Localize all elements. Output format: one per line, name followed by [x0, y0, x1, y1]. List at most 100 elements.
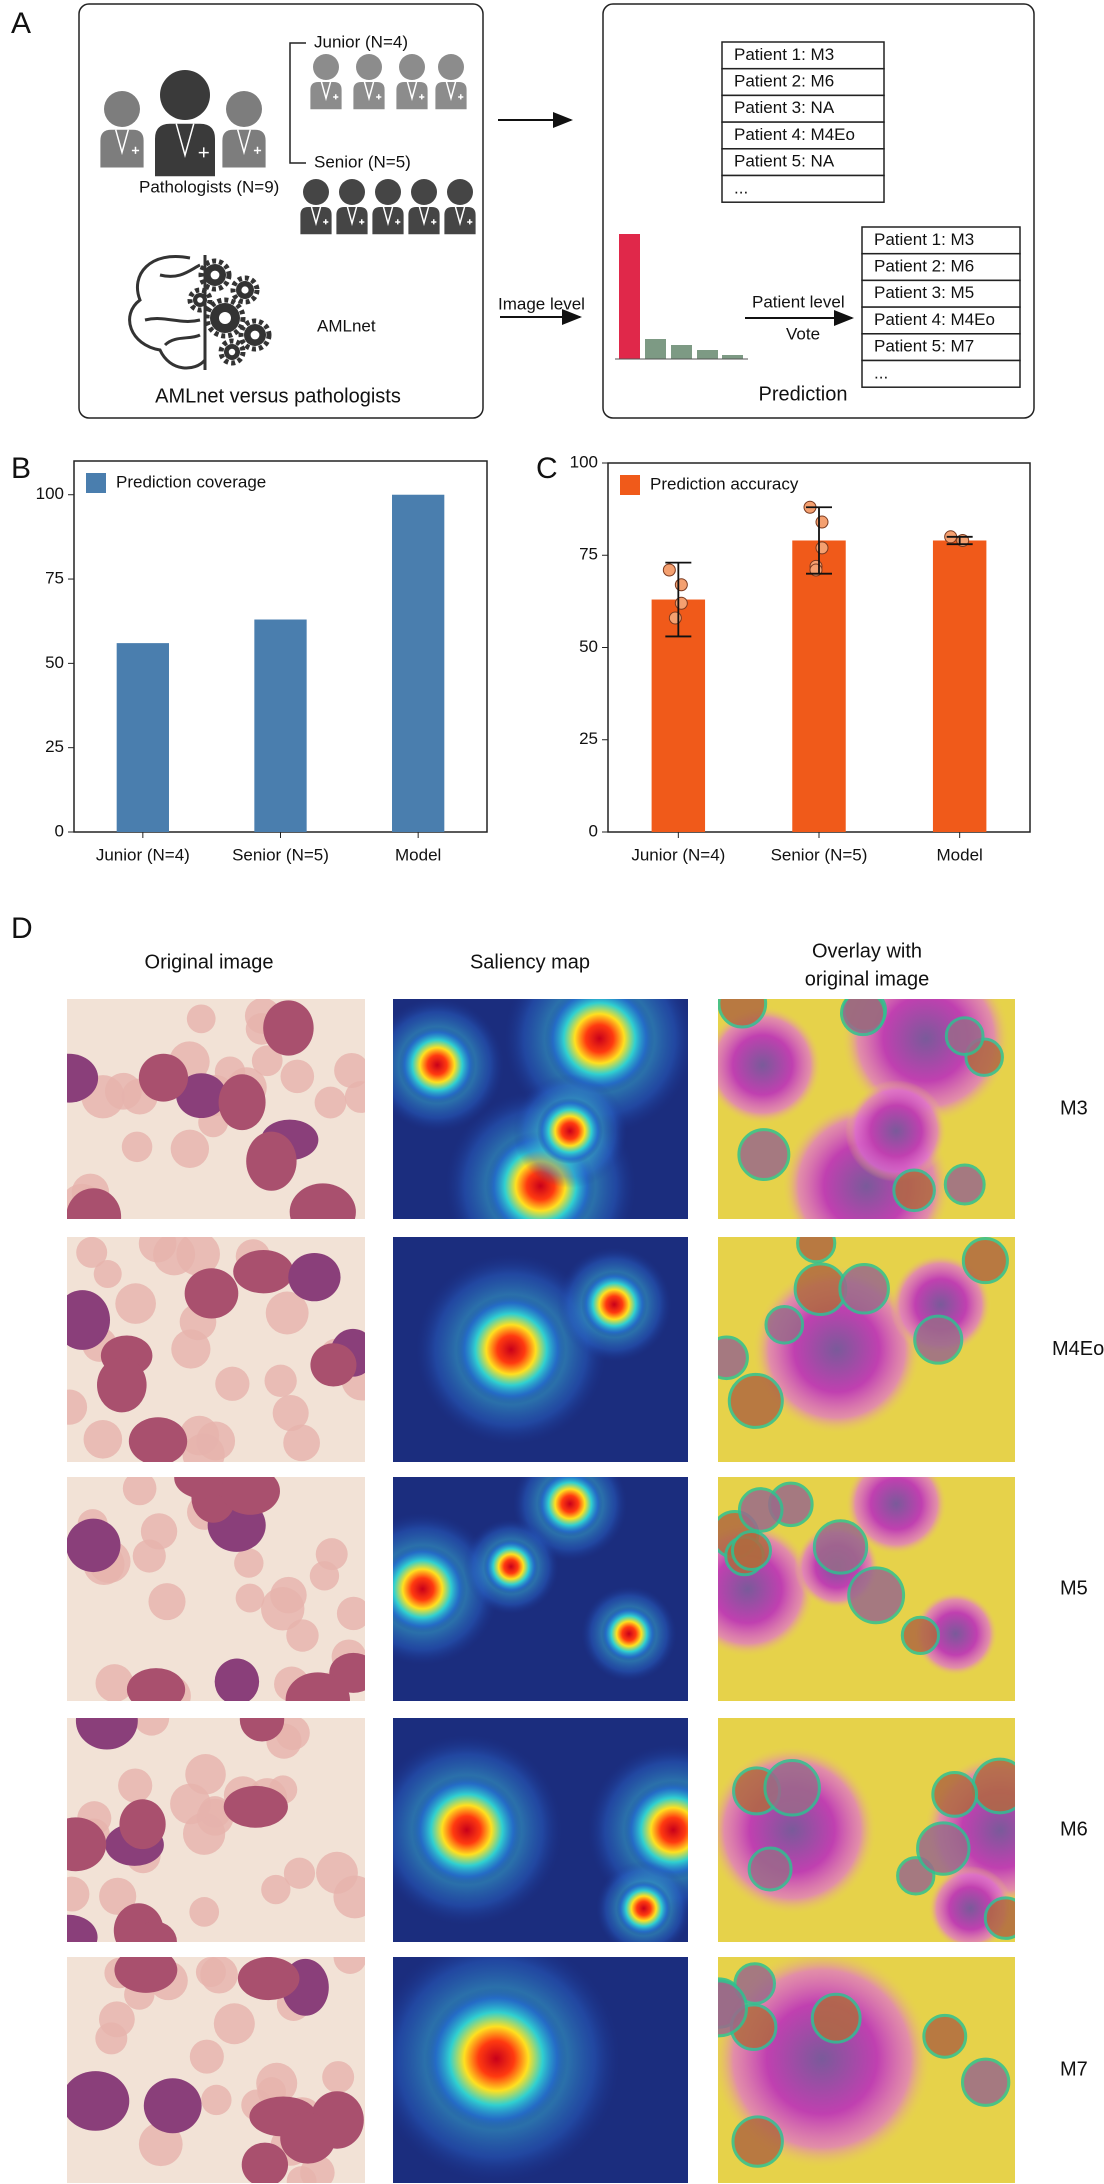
arrow-label: Image level — [498, 294, 585, 313]
hotspot — [483, 1539, 539, 1595]
head — [356, 54, 382, 80]
rbc — [95, 1664, 134, 1701]
micrograph — [718, 1957, 1015, 2183]
cell — [220, 1477, 280, 1515]
panel-box — [602, 3, 1035, 419]
table-text: Patient 1: M3 — [734, 45, 834, 64]
head — [339, 179, 365, 205]
mini-histogram — [615, 234, 748, 360]
rbc — [283, 1424, 320, 1462]
rbc — [344, 1081, 365, 1113]
coat — [114, 129, 130, 156]
rbc — [118, 1768, 153, 1803]
cell-ring — [838, 1262, 890, 1315]
table-text: Patient 1: M3 — [874, 230, 974, 249]
micrograph — [393, 1957, 688, 2183]
group-label: Junior (N=4) — [314, 32, 408, 51]
cell-ring — [810, 1992, 862, 2044]
y-tick-label: 0 — [55, 821, 64, 840]
gear-hole — [219, 312, 231, 324]
rbc — [195, 1957, 226, 1988]
cell — [67, 1817, 107, 1872]
hotspot — [581, 1271, 648, 1338]
table-cell — [721, 174, 885, 203]
cell-ring — [764, 1304, 805, 1345]
rbc — [234, 1548, 264, 1578]
model-label: AMLnet — [317, 316, 376, 335]
cell — [237, 1957, 300, 2001]
pathologist-icons — [100, 54, 476, 235]
x-tick-label: Junior (N=4) — [631, 845, 725, 864]
cell — [239, 1718, 285, 1742]
cell — [132, 1921, 177, 1942]
table-text: Patient 3: NA — [734, 98, 835, 117]
head — [313, 54, 339, 80]
table-text: ... — [734, 178, 748, 197]
overlay-blob — [845, 1080, 948, 1182]
rbc — [265, 1291, 309, 1335]
rbc — [215, 1366, 250, 1401]
coat — [454, 206, 466, 227]
hotspot — [424, 1987, 568, 2131]
cross — [253, 146, 262, 154]
rbc — [201, 2084, 232, 2116]
cross — [431, 219, 437, 225]
y-tick-label: 100 — [36, 484, 64, 503]
row-label: M7 — [1060, 2058, 1088, 2080]
cell — [67, 2071, 130, 2131]
micrograph — [718, 1718, 1015, 1942]
micrograph — [67, 1477, 365, 1701]
hotspot — [537, 1477, 603, 1537]
arrow-label: Patient level — [752, 292, 845, 311]
rbc — [251, 1045, 283, 1077]
row-label: M4Eo — [1052, 1338, 1104, 1360]
rbc — [316, 1851, 358, 1894]
cell-ring — [916, 1821, 971, 1876]
cell-ring — [839, 999, 887, 1037]
table-cell — [721, 148, 885, 177]
cell-ring — [900, 1615, 941, 1656]
column-header: Saliency map — [470, 951, 590, 973]
cell-ring — [931, 1771, 979, 1818]
cell-ring — [943, 1163, 986, 1206]
cross — [395, 219, 401, 225]
gear-hole — [197, 297, 203, 303]
micrograph — [67, 999, 365, 1219]
cell — [67, 1914, 98, 1942]
rbc — [83, 1419, 123, 1459]
cell-ring — [733, 1962, 777, 2005]
body — [222, 129, 266, 168]
coat — [320, 81, 332, 102]
rbc — [286, 1619, 319, 1652]
cell-ring — [847, 1566, 906, 1625]
table-cell — [721, 94, 885, 123]
rbc — [99, 1877, 137, 1915]
cell-ring — [812, 1519, 869, 1575]
rbc — [121, 1131, 153, 1163]
cell — [67, 1290, 111, 1350]
cell-ring — [737, 1487, 784, 1533]
overlay-blob — [845, 1477, 948, 1555]
body — [100, 129, 144, 168]
micrograph — [393, 1718, 688, 1942]
table-text: ... — [874, 363, 888, 382]
head — [375, 179, 401, 205]
rbc — [336, 1596, 365, 1631]
group-label: Senior (N=5) — [314, 152, 411, 171]
hotspot — [411, 1775, 522, 1885]
rbc — [283, 1857, 316, 1889]
micrograph — [67, 1237, 365, 1462]
column-header: Overlay with — [812, 940, 922, 962]
data-point — [815, 515, 829, 529]
error-bar — [946, 535, 973, 546]
cell — [67, 1053, 99, 1103]
cell — [67, 1518, 121, 1573]
rbc — [213, 2003, 255, 2045]
cell-ring — [913, 1314, 964, 1365]
head — [447, 179, 473, 205]
rbc — [148, 1583, 186, 1621]
coat — [382, 206, 394, 227]
panel-label: D — [11, 912, 33, 945]
table-cell — [721, 41, 885, 70]
hotspot — [601, 1606, 657, 1662]
